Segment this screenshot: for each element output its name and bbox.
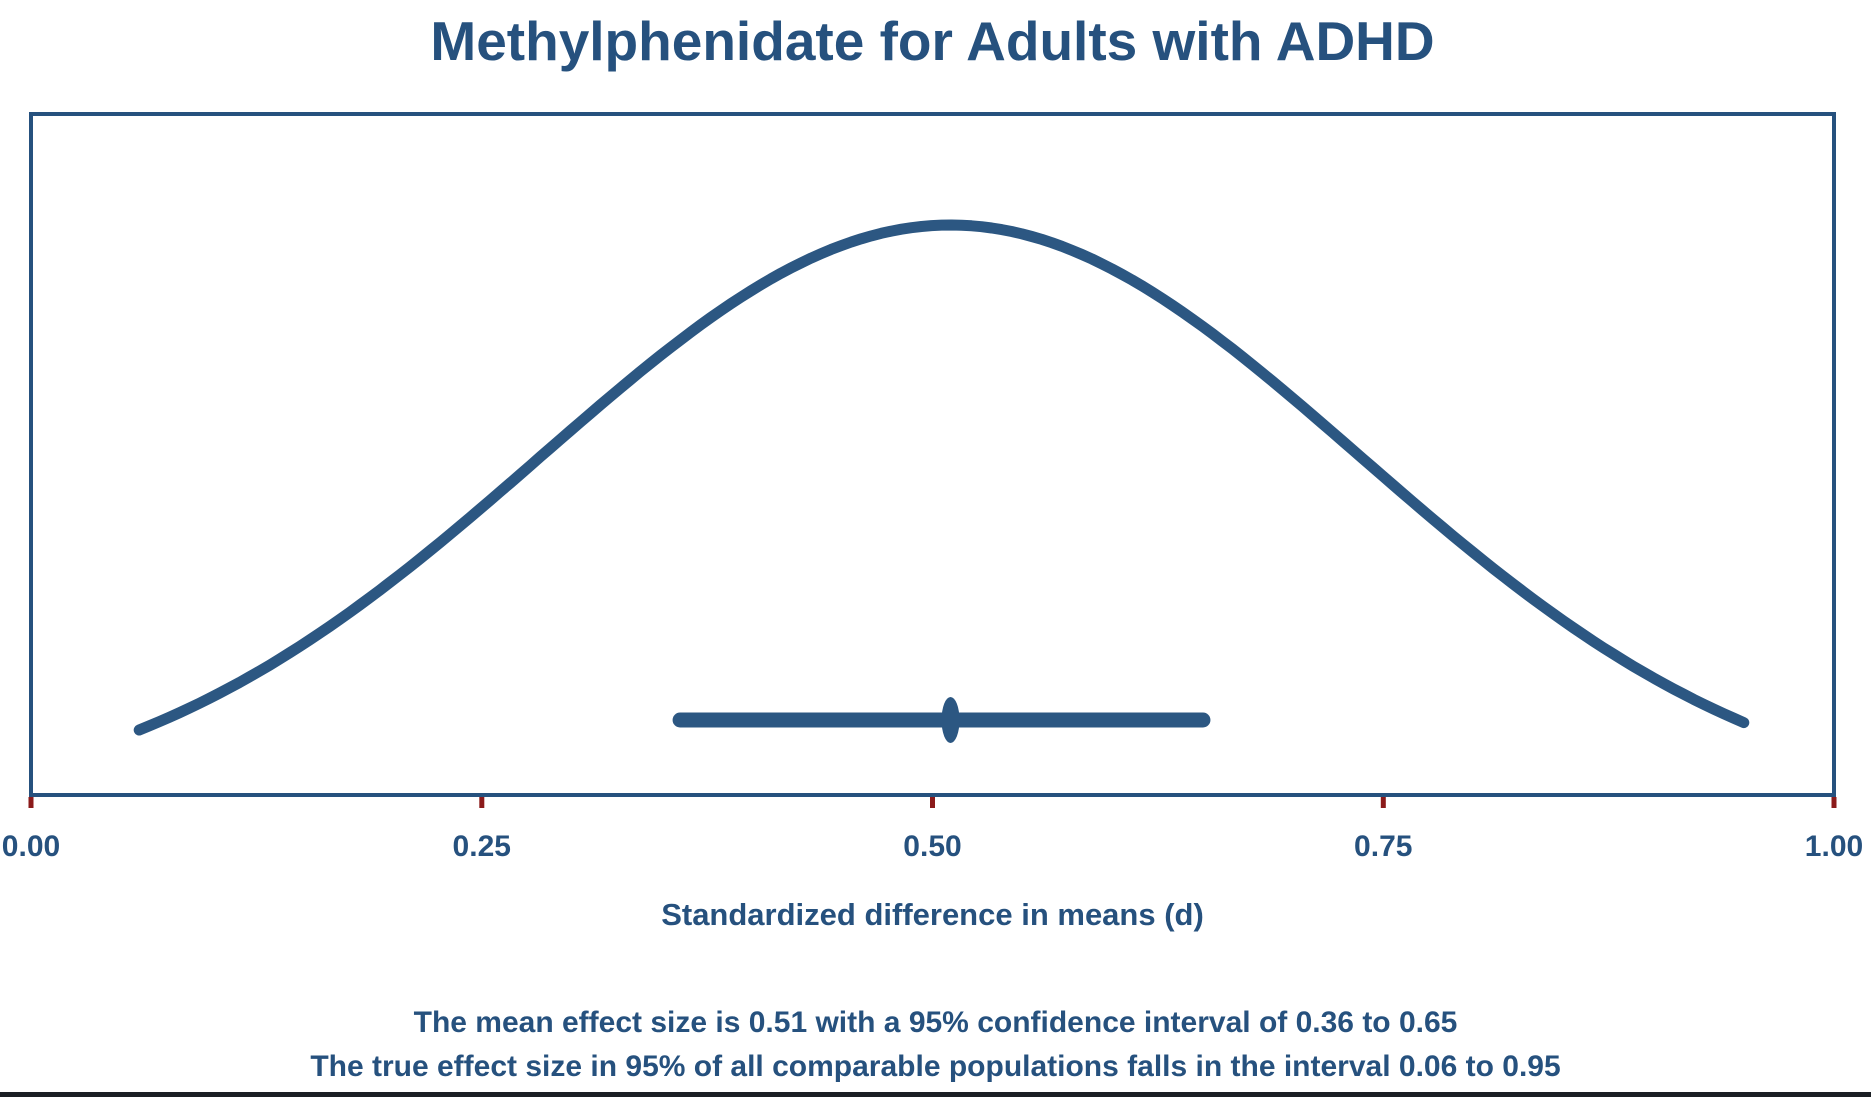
x-tick-label: 0.00 [1, 830, 61, 863]
x-axis-tick-marks [28, 797, 1837, 808]
x-tick-label: 0.50 [903, 830, 962, 863]
x-tick-label: 0.25 [452, 830, 511, 863]
x-tick-mark [1831, 797, 1837, 808]
mean-effect-marker [941, 697, 960, 743]
annotation-prediction-interval: The true effect size in 95% of all compa… [310, 1050, 1561, 1083]
bottom-border-bar [0, 1092, 1871, 1097]
normal-distribution-curve [133, 219, 1750, 736]
x-tick-mark [930, 797, 935, 808]
plot-border [29, 112, 1836, 797]
x-tick-mark [479, 797, 485, 808]
x-axis-label: Standardized difference in means (d) [661, 897, 1204, 932]
annotation-mean-ci: The mean effect size is 0.51 with a 95% … [413, 1006, 1458, 1039]
x-tick-label: 1.00 [1804, 830, 1864, 863]
chart-title: Methylphenidate for Adults with ADHD [430, 10, 1435, 72]
x-tick-mark [1380, 797, 1386, 808]
x-tick-mark [28, 797, 34, 808]
x-tick-label: 0.75 [1354, 830, 1413, 863]
